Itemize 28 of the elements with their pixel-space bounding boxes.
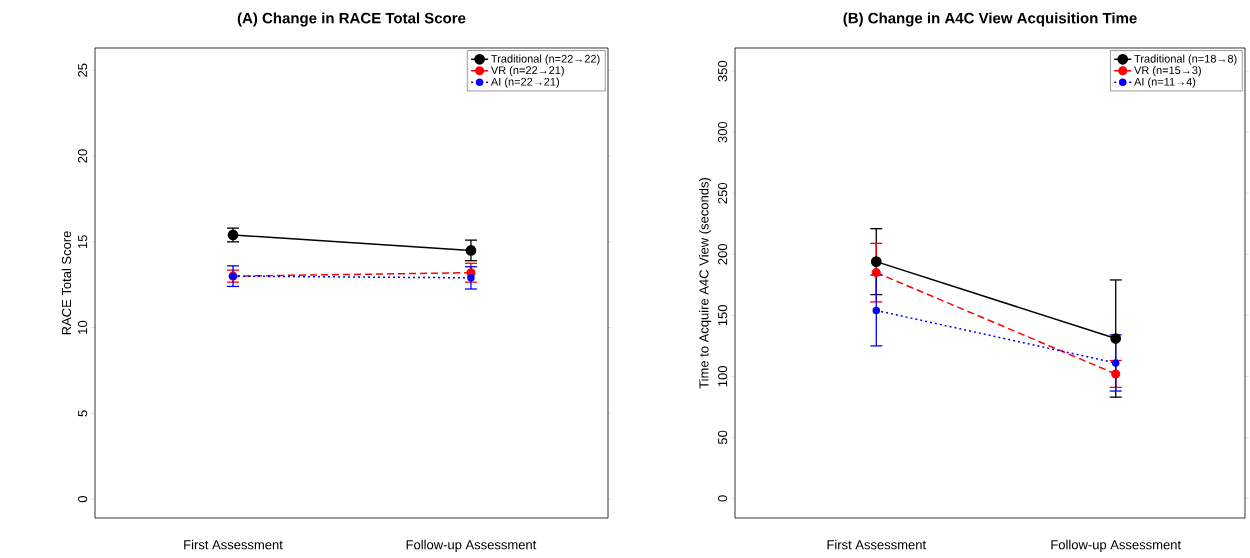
chart-title: (B) Change in A4C View Acquisition Time [843, 12, 1137, 27]
y-tick-label: 15 [78, 235, 88, 249]
y-axis-title: Time to Acquire A4C View (seconds) [699, 177, 712, 389]
y-tick-label: 25 [78, 63, 88, 77]
y-tick-label: 50 [718, 430, 728, 445]
y-tick-label: 350 [718, 60, 728, 82]
x-tick-label: First Assessment [827, 539, 926, 550]
y-tick-label: 100 [718, 366, 728, 387]
y-tick-label: 20 [78, 149, 88, 163]
y-tick-label: 200 [718, 243, 728, 265]
y-tick-label: 0 [718, 495, 728, 502]
x-tick-label: Follow-up Assessment [1051, 539, 1181, 552]
legend-label: Traditional (n=18→8) [1134, 54, 1237, 65]
legend-label: VR (n=22→21) [490, 66, 564, 77]
legend-label: AI (n=11→4) [1134, 77, 1196, 88]
y-tick-label: 250 [718, 182, 728, 204]
x-tick-label: First Assessment [184, 539, 283, 550]
y-tick-label: 0 [78, 496, 88, 503]
y-tick-label: 5 [78, 410, 88, 417]
y-tick-label: 150 [718, 305, 728, 326]
chart-title: (A) Change in RACE Total Score [237, 12, 466, 27]
y-tick-label: 10 [78, 320, 88, 334]
legend-label: AI (n=22→21) [490, 77, 559, 88]
y-axis-title: RACE Total Score [61, 231, 72, 335]
x-tick-label: Follow-up Assessment [406, 539, 537, 552]
legend-label: Traditional (n=22→22) [491, 54, 600, 65]
legend-label: VR (n=15→3) [1134, 66, 1201, 77]
y-tick-label: 300 [718, 121, 728, 143]
